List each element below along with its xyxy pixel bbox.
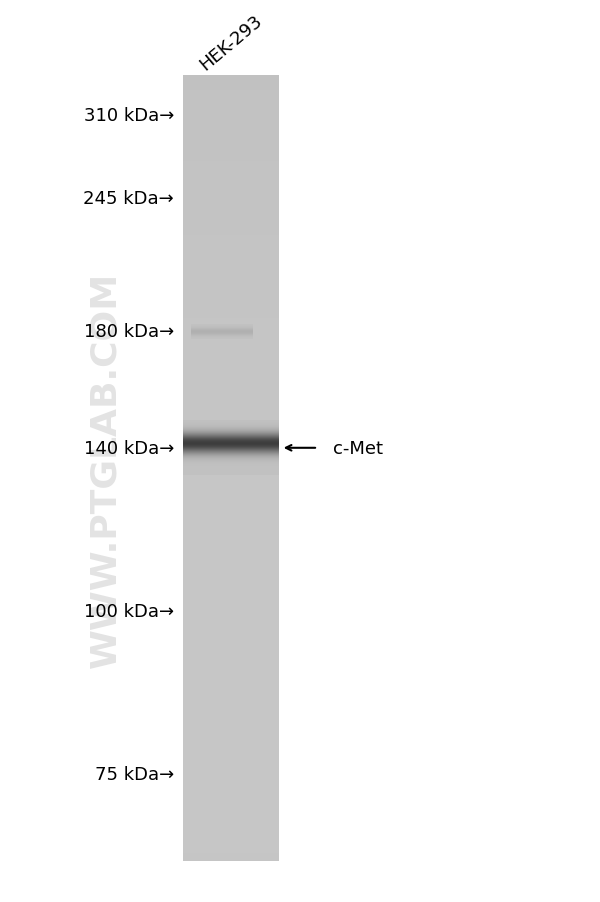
Text: 310 kDa→: 310 kDa→ [83, 106, 174, 124]
Text: 100 kDa→: 100 kDa→ [84, 603, 174, 621]
Text: 245 kDa→: 245 kDa→ [83, 189, 174, 207]
Text: c-Met: c-Met [333, 439, 383, 457]
Text: HEK-293: HEK-293 [196, 12, 266, 74]
Text: WWW.PTGLAB.COM: WWW.PTGLAB.COM [88, 272, 122, 667]
Text: 180 kDa→: 180 kDa→ [84, 323, 174, 341]
Text: 75 kDa→: 75 kDa→ [95, 765, 174, 783]
Text: 140 kDa→: 140 kDa→ [83, 439, 174, 457]
